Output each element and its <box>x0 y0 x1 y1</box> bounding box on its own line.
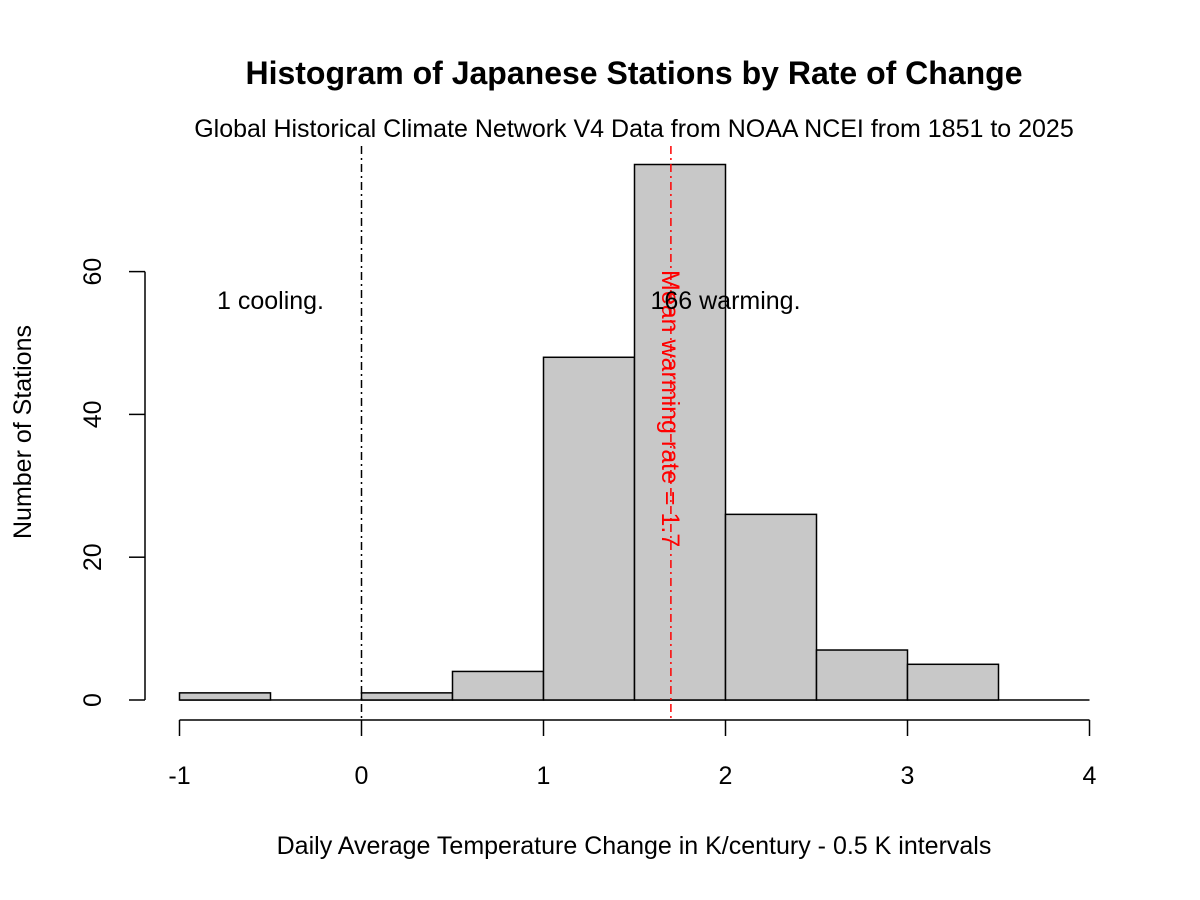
bar-6 <box>724 513 818 701</box>
x-tick-label: 2 <box>719 762 733 790</box>
mean-line-label: Mean warming rate = 1.7 <box>656 270 684 547</box>
y-tick-label: 0 <box>79 693 107 707</box>
bars-group <box>178 163 1090 701</box>
cooling-count-label: 1 cooling. <box>217 287 324 315</box>
y-axis-label: Number of Stations <box>9 325 37 539</box>
x-tick-label: 3 <box>901 762 915 790</box>
annotations-group: 1 cooling. 166 warming. <box>217 287 801 315</box>
bar-7 <box>815 649 909 701</box>
y-tick-label: 40 <box>79 400 107 428</box>
warming-count-label: 166 warming. <box>650 287 800 315</box>
bar-5 <box>633 163 727 701</box>
chart-title: Histogram of Japanese Stations by Rate o… <box>245 55 1022 91</box>
x-tick-label: 0 <box>355 762 369 790</box>
chart-subtitle: Global Historical Climate Network V4 Dat… <box>194 115 1074 143</box>
bar-8 <box>906 663 1000 701</box>
bar-4 <box>542 356 636 701</box>
y-axis: 0 20 40 60 <box>79 258 146 707</box>
y-tick-label: 60 <box>79 258 107 286</box>
bar-3 <box>451 670 545 701</box>
bar-2 <box>360 692 454 701</box>
x-axis: -1 0 1 2 3 4 <box>168 719 1097 790</box>
bar-0 <box>178 692 272 701</box>
x-tick-label: -1 <box>168 762 190 790</box>
reference-lines: Mean warming rate = 1.7 <box>360 146 684 720</box>
x-tick-label: 4 <box>1083 762 1097 790</box>
y-tick-label: 20 <box>79 543 107 571</box>
x-tick-label: 1 <box>537 762 551 790</box>
x-axis-label: Daily Average Temperature Change in K/ce… <box>277 832 992 860</box>
